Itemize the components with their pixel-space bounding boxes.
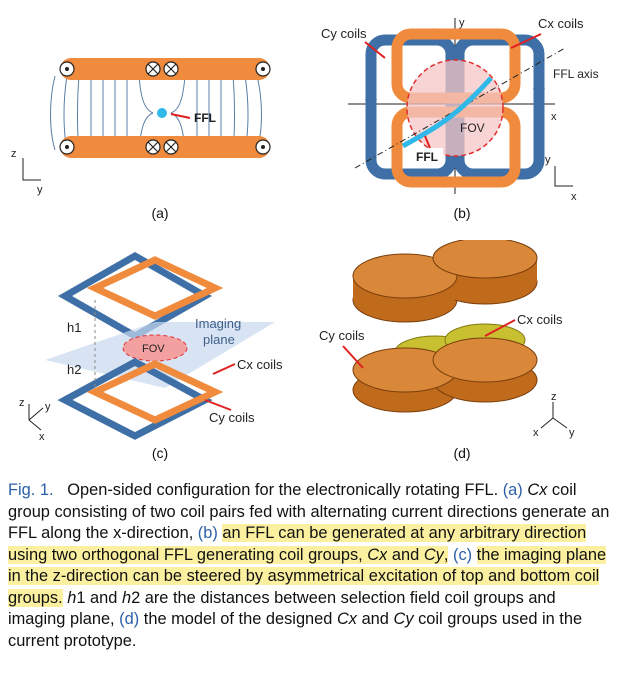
cy-coils-label: Cy coils	[319, 328, 365, 343]
cx-coils-label: Cx coils	[237, 357, 283, 372]
cy-coils-label: Cy coils	[321, 26, 367, 41]
panel-a-diagram: FFL z y	[11, 58, 271, 196]
axis-x: x	[39, 431, 45, 440]
h1-label: h1	[67, 320, 81, 335]
plane-label: plane	[203, 332, 235, 347]
axis-x-label: x	[551, 111, 557, 123]
axis-x: x	[533, 427, 539, 439]
cy-coils-label: Cy coils	[209, 410, 255, 425]
small-axis-x: x	[571, 191, 577, 203]
axis-y-label: y	[37, 184, 43, 196]
ffl-point	[157, 108, 167, 118]
axis-z: z	[551, 391, 557, 403]
axis-y-label: y	[459, 17, 465, 29]
panel-b-sublabel: (b)	[453, 205, 471, 221]
axis-y: y	[45, 401, 51, 413]
figure-caption: Fig. 1. Open-sided configuration for the…	[8, 481, 610, 650]
small-axis-y: y	[545, 154, 551, 166]
panel-c-sublabel: (c)	[151, 445, 169, 461]
imaging-label: Imaging	[195, 316, 241, 331]
axis-z: z	[19, 397, 25, 409]
fov-label: FOV	[460, 121, 485, 135]
panel-d-sublabel: (d)	[453, 445, 471, 461]
h2-label: h2	[67, 362, 81, 377]
panel-d-diagram: Cy coils Cx coils z x y	[319, 240, 575, 439]
cx-coils-label: Cx coils	[517, 312, 563, 327]
ffl-axis-label: FFL axis	[553, 67, 599, 81]
panel-a-sublabel: (a)	[151, 205, 169, 221]
axis-z-label: z	[11, 148, 17, 160]
fov-circle	[406, 59, 504, 157]
cx-coils-label: Cx coils	[538, 16, 584, 31]
panel-b-diagram: y x Cy coils Cx coils FFL axis FOV FFL y…	[321, 16, 599, 203]
ffl-label: FFL	[194, 111, 216, 125]
axis-y: y	[569, 427, 575, 439]
fov-label: FOV	[142, 343, 165, 355]
panel-c-diagram: h1 h2 Imaging plane FOV Cx coils Cy coil…	[19, 251, 283, 440]
ffl-label: FFL	[416, 150, 438, 164]
